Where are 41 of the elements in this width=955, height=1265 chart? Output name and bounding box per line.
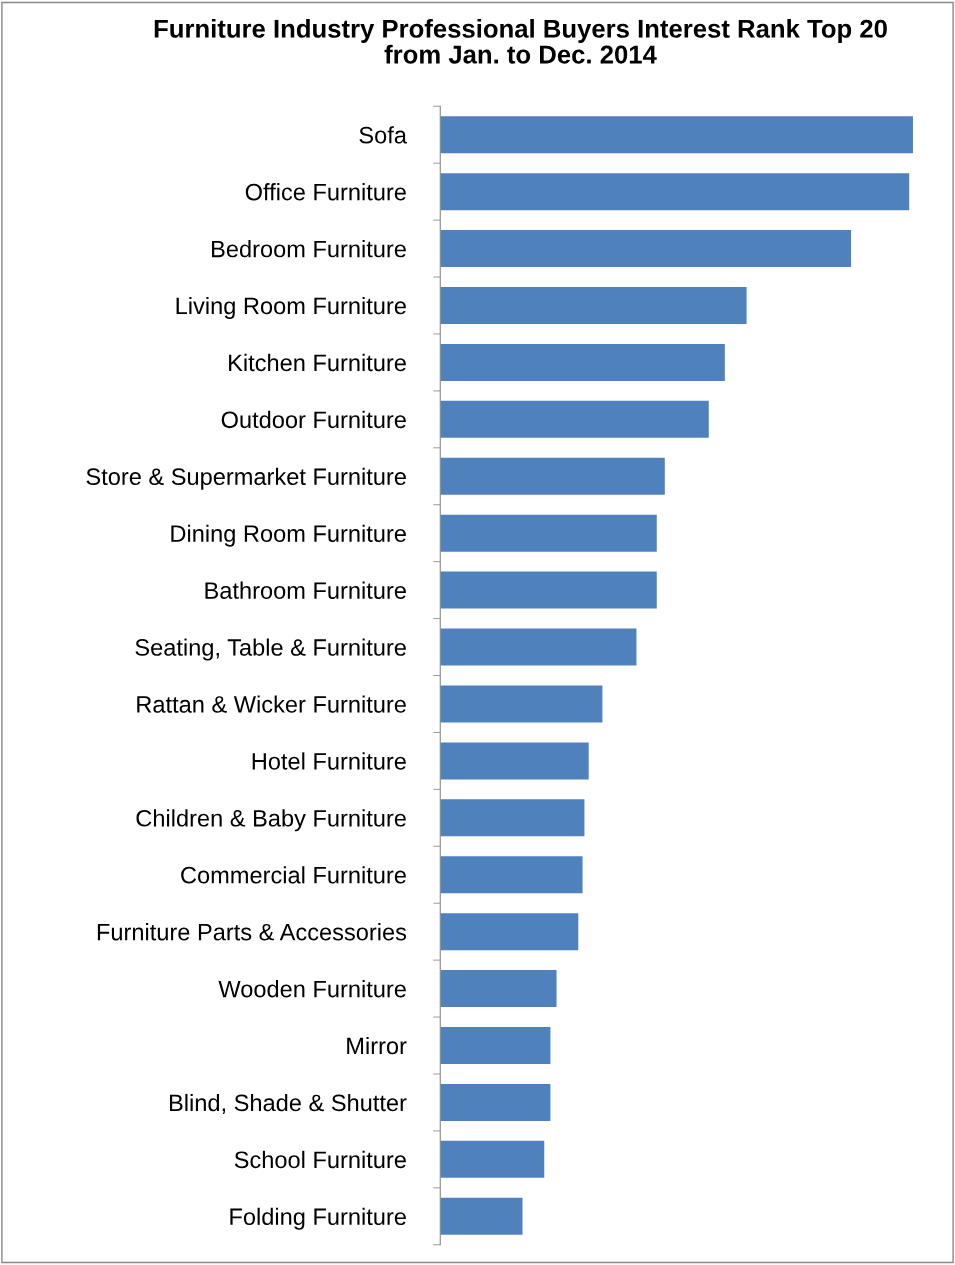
bar	[440, 571, 657, 609]
bar	[440, 287, 747, 324]
bar	[440, 1140, 545, 1178]
y-tick-label: Bedroom Furniture	[212, 240, 406, 258]
bar	[440, 685, 603, 723]
bar	[440, 173, 910, 211]
y-tick-label: Hotel Furniture	[252, 752, 406, 770]
bar	[440, 856, 583, 894]
y-tick-label: Office Furniture	[245, 183, 406, 201]
bar	[440, 799, 585, 837]
y-tick-label: Blind, Shade & Shutter	[169, 1093, 407, 1115]
y-tick-label: Folding Furniture	[230, 1207, 406, 1230]
y-tick-label: Children & Baby Furniture	[136, 809, 406, 832]
bar	[440, 970, 557, 1008]
bar	[440, 400, 709, 438]
bar	[440, 913, 579, 951]
y-tick-label: Wooden Furniture	[218, 980, 406, 998]
bar	[440, 343, 725, 381]
y-tick-label: Commercial Furniture	[181, 866, 406, 884]
bar	[440, 1197, 523, 1235]
bar	[440, 1083, 551, 1121]
bar	[440, 514, 657, 552]
y-tick-label: Mirror	[347, 1036, 407, 1055]
y-tick-label: Seating, Table & Furniture	[135, 638, 406, 661]
bar	[440, 742, 589, 780]
y-tick-label: Store & Supermarket Furniture	[86, 467, 406, 490]
y-tick-label: Rattan & Wicker Furniture	[137, 695, 406, 713]
bar	[440, 457, 665, 495]
y-tick-label: Dining Room Furniture	[171, 524, 406, 547]
y-tick-label: Sofa	[359, 126, 407, 144]
bar	[440, 116, 913, 154]
y-tick-label: Bathroom Furniture	[205, 581, 406, 599]
y-tick-label: Kitchen Furniture	[229, 353, 406, 372]
y-tick-label: Outdoor Furniture	[221, 410, 406, 429]
bar	[440, 628, 637, 666]
y-tick-label: School Furniture	[234, 1150, 406, 1169]
bar	[440, 230, 852, 268]
y-tick-label: Living Room Furniture	[176, 296, 406, 319]
chart-title: Furniture Industry Professional Buyers Interest Rank Top 20 from Jan. to Dec. 2014	[154, 18, 887, 64]
bar	[440, 1027, 551, 1065]
y-tick-label: Furniture Parts & Accessories	[97, 923, 407, 941]
